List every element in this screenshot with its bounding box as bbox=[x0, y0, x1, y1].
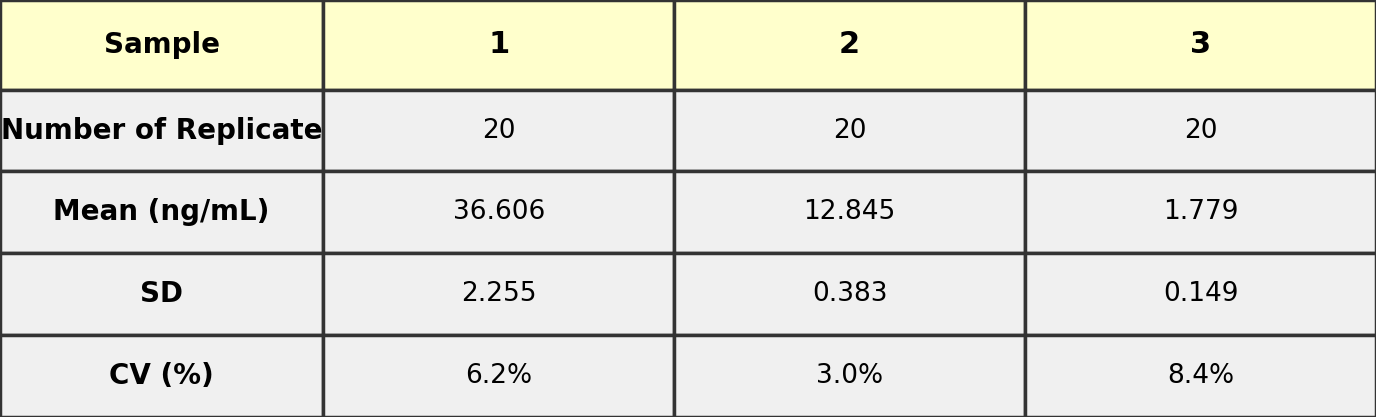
Text: 1.779: 1.779 bbox=[1163, 199, 1238, 225]
Bar bbox=[674, 0, 1025, 90]
Text: CV (%): CV (%) bbox=[109, 362, 215, 390]
Text: Sample: Sample bbox=[103, 31, 220, 59]
Bar bbox=[1025, 90, 1376, 171]
Bar bbox=[1025, 171, 1376, 253]
Bar bbox=[0, 0, 323, 90]
Bar bbox=[1025, 0, 1376, 90]
Text: 2.255: 2.255 bbox=[461, 281, 537, 307]
Text: 2: 2 bbox=[839, 30, 860, 59]
Bar bbox=[674, 335, 1025, 417]
Text: 8.4%: 8.4% bbox=[1167, 363, 1234, 389]
Text: Number of Replicate: Number of Replicate bbox=[1, 116, 322, 145]
Bar bbox=[323, 171, 674, 253]
Text: 0.383: 0.383 bbox=[812, 281, 888, 307]
Text: 20: 20 bbox=[832, 118, 867, 143]
Text: 12.845: 12.845 bbox=[804, 199, 896, 225]
Text: 3: 3 bbox=[1190, 30, 1211, 59]
Bar bbox=[0, 171, 323, 253]
Bar bbox=[0, 90, 323, 171]
Text: SD: SD bbox=[140, 280, 183, 308]
Bar bbox=[1025, 335, 1376, 417]
Text: 0.149: 0.149 bbox=[1163, 281, 1238, 307]
Bar bbox=[323, 335, 674, 417]
Text: 36.606: 36.606 bbox=[453, 199, 545, 225]
Bar bbox=[323, 253, 674, 335]
Text: 20: 20 bbox=[1183, 118, 1218, 143]
Bar bbox=[0, 253, 323, 335]
Bar bbox=[323, 0, 674, 90]
Bar bbox=[674, 90, 1025, 171]
Text: 20: 20 bbox=[482, 118, 516, 143]
Text: 1: 1 bbox=[488, 30, 509, 59]
Text: 6.2%: 6.2% bbox=[465, 363, 533, 389]
Bar bbox=[674, 171, 1025, 253]
Text: 3.0%: 3.0% bbox=[816, 363, 883, 389]
Bar bbox=[323, 90, 674, 171]
Bar bbox=[1025, 253, 1376, 335]
Bar bbox=[674, 253, 1025, 335]
Bar bbox=[0, 335, 323, 417]
Text: Mean (ng/mL): Mean (ng/mL) bbox=[54, 198, 270, 226]
